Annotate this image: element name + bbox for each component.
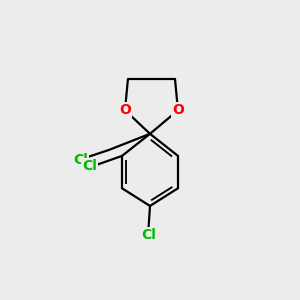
Text: Cl: Cl — [82, 159, 97, 173]
Text: O: O — [119, 103, 131, 117]
Text: O: O — [172, 103, 184, 117]
Text: Cl: Cl — [141, 228, 156, 242]
Text: Cl: Cl — [74, 153, 88, 167]
